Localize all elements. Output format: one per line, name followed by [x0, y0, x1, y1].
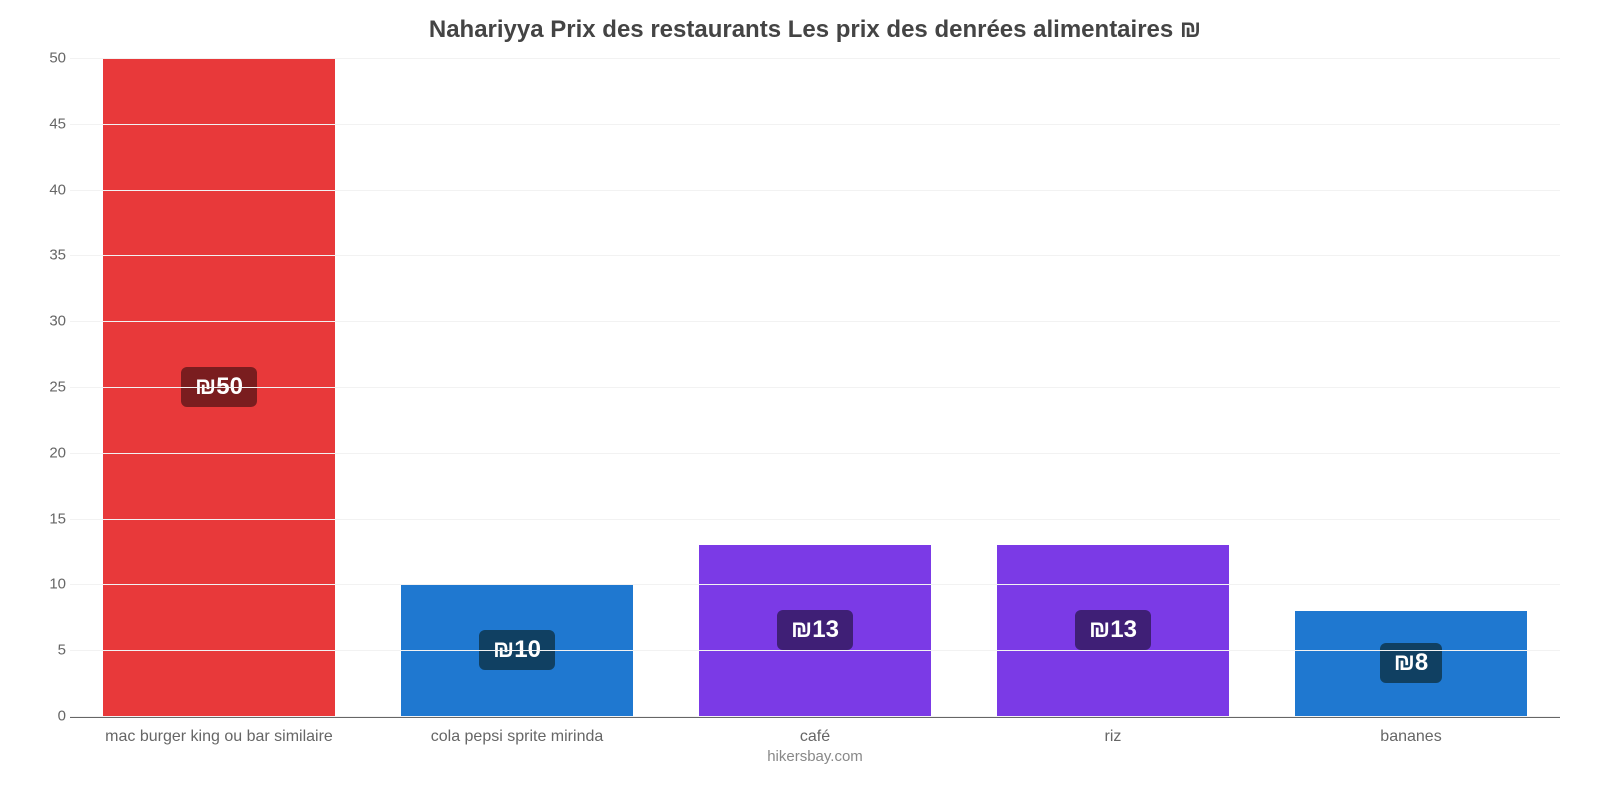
y-tick-label: 30: [26, 313, 66, 330]
y-tick-label: 5: [26, 642, 66, 659]
y-tick-label: 35: [26, 247, 66, 264]
gridline: [70, 190, 1560, 191]
y-tick-label: 50: [26, 50, 66, 67]
y-tick-label: 45: [26, 115, 66, 132]
x-tick-label: café: [666, 728, 964, 746]
gridline: [70, 453, 1560, 454]
y-tick-label: 0: [26, 708, 66, 725]
gridline: [70, 321, 1560, 322]
plot-area: ₪50₪10₪13₪13₪8 05101520253035404550: [70, 58, 1560, 718]
x-axis-labels: mac burger king ou bar similairecola pep…: [70, 728, 1560, 746]
gridline: [70, 255, 1560, 256]
y-tick-label: 40: [26, 181, 66, 198]
y-tick-label: 25: [26, 379, 66, 396]
value-badge: ₪13: [777, 610, 853, 650]
gridline: [70, 58, 1560, 59]
bar: ₪8: [1295, 611, 1527, 716]
x-tick-label: mac burger king ou bar similaire: [70, 728, 368, 746]
y-tick-label: 20: [26, 444, 66, 461]
x-tick-label: cola pepsi sprite mirinda: [368, 728, 666, 746]
bar: ₪13: [699, 545, 931, 716]
chart-title: Nahariyya Prix des restaurants Les prix …: [70, 16, 1560, 44]
gridline: [70, 124, 1560, 125]
y-tick-label: 15: [26, 510, 66, 527]
attribution-text: hikersbay.com: [70, 748, 1560, 765]
gridline: [70, 584, 1560, 585]
y-tick-label: 10: [26, 576, 66, 593]
gridline: [70, 519, 1560, 520]
price-bar-chart: Nahariyya Prix des restaurants Les prix …: [0, 0, 1600, 800]
x-tick-label: riz: [964, 728, 1262, 746]
bar: ₪13: [997, 545, 1229, 716]
value-badge: ₪13: [1075, 610, 1151, 650]
x-tick-label: bananes: [1262, 728, 1560, 746]
gridline: [70, 650, 1560, 651]
gridline: [70, 387, 1560, 388]
gridline: [70, 716, 1560, 717]
